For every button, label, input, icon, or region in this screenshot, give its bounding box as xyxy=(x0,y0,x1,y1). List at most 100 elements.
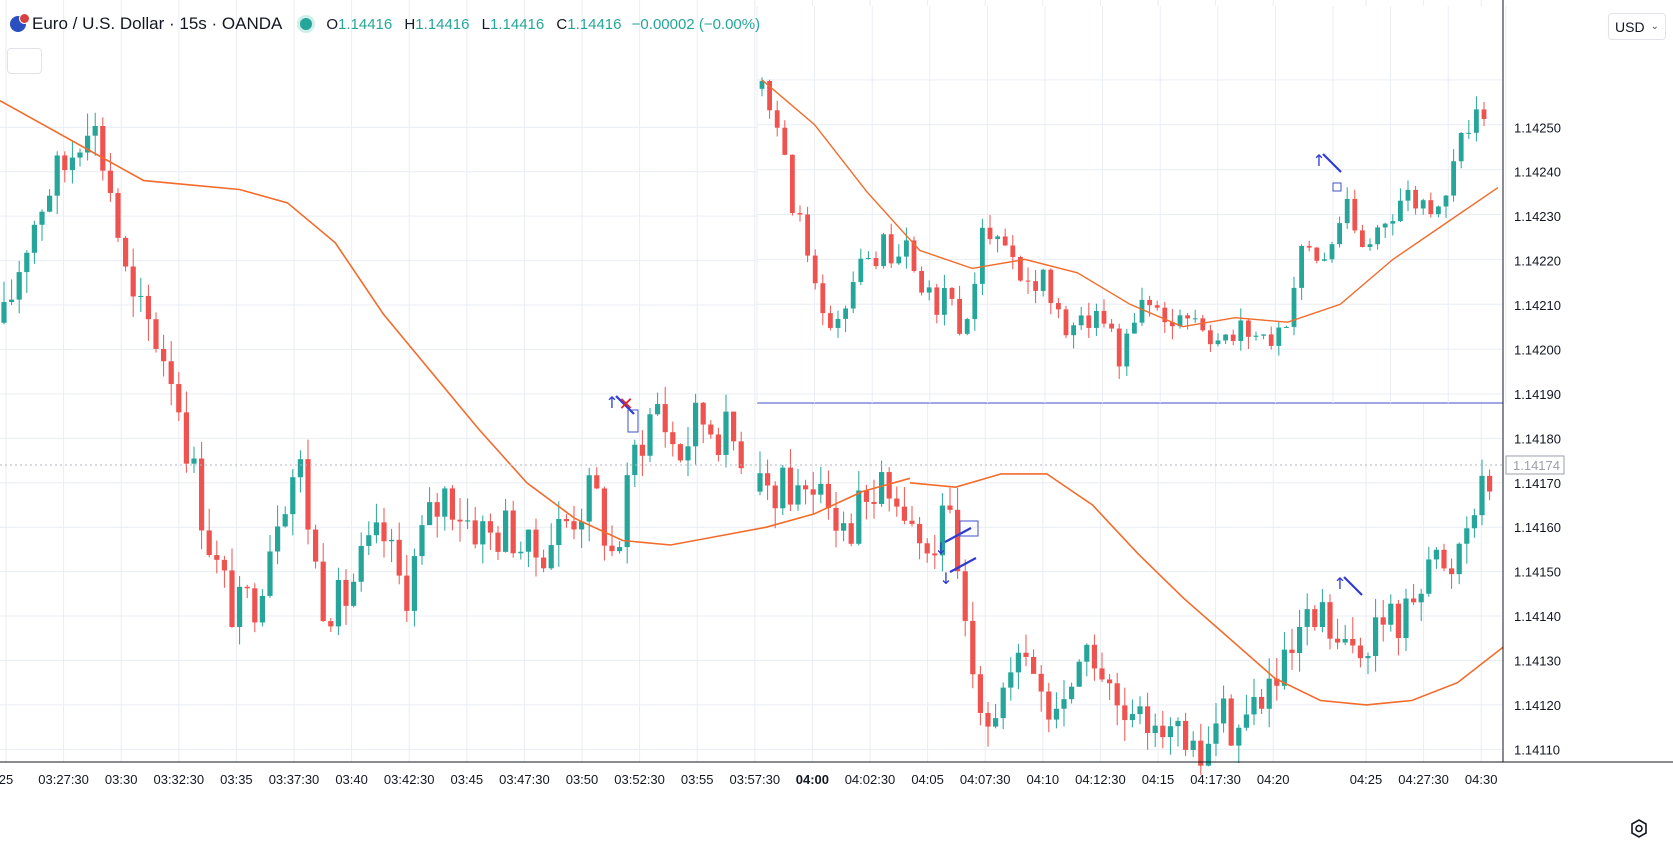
candle-body xyxy=(191,458,197,464)
arrow-down-marker[interactable]: ↓ xyxy=(934,539,947,558)
candle-body xyxy=(700,402,706,425)
arrow-up-marker[interactable]: ↑ xyxy=(1312,151,1325,170)
inset-ma-line xyxy=(761,79,1499,328)
candle-body xyxy=(525,529,531,552)
inset-candle-body xyxy=(1071,325,1076,336)
time-axis[interactable]: 25 03:27:30 03:30 03:32:30 03:35 03:37:30 03:4… xyxy=(0,761,1673,787)
price-axis[interactable]: 1.14250 1.14240 1.14230 1.14220 1.14210 1.142… xyxy=(0,0,1565,762)
candle-body xyxy=(343,579,349,606)
candle-body xyxy=(932,553,938,556)
candle-body xyxy=(871,501,877,504)
candle-body xyxy=(427,502,433,526)
arrow-shaft xyxy=(1343,576,1363,596)
candle-body xyxy=(1091,644,1097,669)
candle-body xyxy=(92,126,98,136)
candle-body xyxy=(571,521,577,530)
inset-candle-body xyxy=(926,287,932,293)
ma-segment xyxy=(909,473,1504,706)
last-price-badge[interactable] xyxy=(1505,455,1565,475)
inset-candle-body xyxy=(1428,200,1434,215)
arrow-down-marker[interactable]: ↓ xyxy=(939,569,952,588)
time-tick-label: 03:35 xyxy=(220,772,253,787)
candle-body xyxy=(313,529,319,562)
candle-body xyxy=(1259,696,1265,709)
time-tick-label: 03:30 xyxy=(105,772,138,787)
inset-candle-body xyxy=(858,258,864,283)
inset-candle-body xyxy=(1200,318,1206,331)
candle-body xyxy=(548,545,554,569)
inset-candle-body xyxy=(1253,335,1259,337)
candle-body xyxy=(1312,609,1318,628)
legend-collapse-button[interactable] xyxy=(7,48,42,74)
inset-candle-body xyxy=(1056,302,1061,310)
price-tick-label: 1.14150 xyxy=(1514,565,1561,580)
candle-body xyxy=(1487,475,1493,492)
candle-body xyxy=(533,529,539,558)
candle-body xyxy=(795,485,801,505)
candle-body xyxy=(1243,714,1249,728)
inset-candle-body xyxy=(843,308,848,319)
candle-body xyxy=(9,299,15,303)
inset-candle-body xyxy=(1048,269,1054,303)
candle-body xyxy=(818,483,824,495)
candle-body xyxy=(77,152,83,158)
candle-body xyxy=(161,348,167,362)
time-tick-label: 03:55 xyxy=(681,772,714,787)
candle-body xyxy=(297,459,303,478)
cross-marker[interactable]: ✕ xyxy=(618,394,633,415)
inset-candle-body xyxy=(1010,245,1016,257)
candle-body xyxy=(731,411,737,442)
arrow-shaft xyxy=(615,395,635,415)
inset-candle-body xyxy=(1329,244,1335,260)
inset-candle-body xyxy=(904,240,909,257)
candle-body xyxy=(670,432,676,445)
candle-body xyxy=(723,411,729,455)
price-tick-label: 1.14120 xyxy=(1514,698,1561,713)
candle-body xyxy=(275,526,281,552)
time-tick-label: 03:45 xyxy=(451,772,484,787)
inset-candle-body xyxy=(1261,334,1266,336)
candle-body xyxy=(1099,668,1105,680)
price-tick-label: 1.14180 xyxy=(1514,431,1561,446)
inset-candle-body xyxy=(957,298,962,334)
inset-candle-body xyxy=(896,256,902,264)
arrow-shaft xyxy=(949,557,977,573)
candle-body xyxy=(199,458,205,531)
inset-candle-body xyxy=(790,154,795,214)
currency-selector[interactable]: USD ⌄ xyxy=(1608,13,1666,40)
settings-gear-icon[interactable] xyxy=(1628,818,1650,840)
candle-body xyxy=(214,555,220,560)
inset-candle-body xyxy=(1246,320,1251,337)
candle-body xyxy=(69,157,75,171)
time-tick-label: 04:07:30 xyxy=(960,772,1011,787)
annotations[interactable]: ↑↓↓↑↑✕ xyxy=(605,151,1363,596)
symbol-title[interactable]: Euro / U.S. Dollar · 15s · OANDA xyxy=(32,14,283,33)
inset-candle-body xyxy=(980,227,985,284)
inset-candle-body xyxy=(987,227,993,240)
price-tick-label: 1.14110 xyxy=(1514,742,1560,757)
high-value: 1.14416 xyxy=(415,15,470,33)
candle-body xyxy=(803,485,809,490)
candle-body xyxy=(1403,598,1409,639)
candle-body xyxy=(780,467,786,509)
candle-body xyxy=(1365,656,1371,659)
symbol-legend[interactable]: Euro / U.S. Dollar · 15s · OANDA O1.1441… xyxy=(10,13,760,34)
candle-body xyxy=(1114,683,1120,706)
inset-candle-body xyxy=(1291,287,1297,327)
arrow-up-marker[interactable]: ↑ xyxy=(1333,574,1346,593)
market-status-dot-icon[interactable] xyxy=(300,18,313,30)
candle-body xyxy=(305,459,311,530)
candle-body xyxy=(465,520,471,522)
candle-body xyxy=(1342,638,1348,643)
time-tick-label: 04:27:30 xyxy=(1398,772,1449,787)
candle-body xyxy=(1008,672,1014,688)
candle-body xyxy=(1145,706,1151,733)
arrow-up-marker[interactable]: ↑ xyxy=(605,393,618,412)
candle-body xyxy=(909,520,915,524)
candle-body xyxy=(1335,638,1341,643)
candle-body xyxy=(62,155,68,171)
candle-body xyxy=(825,483,831,508)
candle-body xyxy=(472,520,478,545)
inset-candle-body xyxy=(866,258,871,260)
